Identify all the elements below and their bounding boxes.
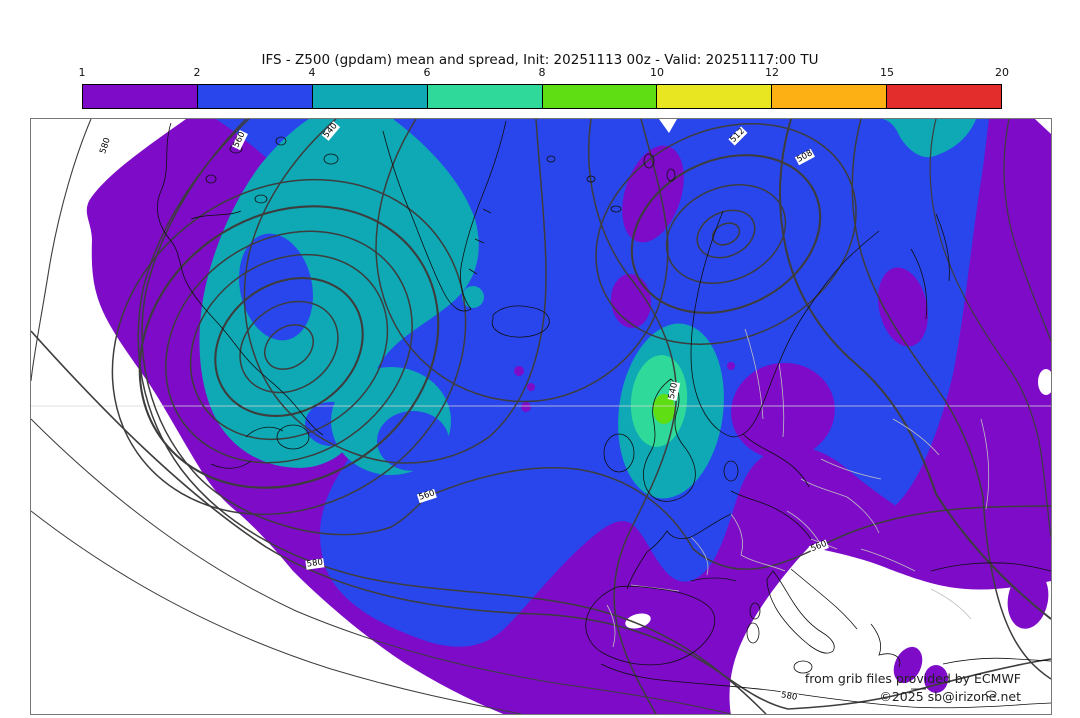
colorbar-segment-12-15 [772, 85, 888, 108]
colorbar-tick-label: 12 [765, 66, 779, 79]
colorbar-tick-label: 4 [308, 66, 316, 79]
contour-lines-layer [31, 119, 1051, 714]
map-panel: 580 560 540 512 508 540 560 580 560 580 from grib… [30, 118, 1052, 715]
attribution-source: from grib files provided by ECMWF [804, 671, 1021, 686]
colorbar-tick-label: 20 [995, 66, 1009, 79]
colorbar-tick-labels: 1 2 4 6 8 10 12 15 20 [78, 66, 1010, 80]
colorbar-segment-15-20 [887, 85, 1001, 108]
map-attribution: from grib files provided by ECMWF ©2025 … [805, 668, 1021, 704]
colorbar-tick-label: 6 [423, 66, 431, 79]
colorbar-segment-6-8 [427, 85, 543, 108]
page-title: IFS - Z500 (gpdam) mean and spread, Init… [261, 52, 819, 68]
colorbar-tick-label: 1 [78, 66, 86, 79]
attribution-copyright: ©2025 sb@irizone.net [879, 689, 1021, 704]
colorbar-tick-label: 10 [650, 66, 664, 79]
colorbar-segment-10-12 [657, 85, 773, 108]
colorbar-tick-label: 15 [880, 66, 894, 79]
colorbar-segment-2-4 [197, 85, 313, 108]
colorbar-tick-label: 8 [538, 66, 546, 79]
spread-fills-layer [31, 119, 1051, 714]
colorbar-segment-1-2 [83, 85, 198, 108]
colorbar-tick-label: 2 [193, 66, 201, 79]
colorbar-segment-4-6 [312, 85, 428, 108]
coastlines-layer [157, 120, 1051, 709]
colorbar [82, 84, 1002, 109]
colorbar-segment-8-10 [542, 85, 658, 108]
map-canvas [31, 119, 1051, 714]
